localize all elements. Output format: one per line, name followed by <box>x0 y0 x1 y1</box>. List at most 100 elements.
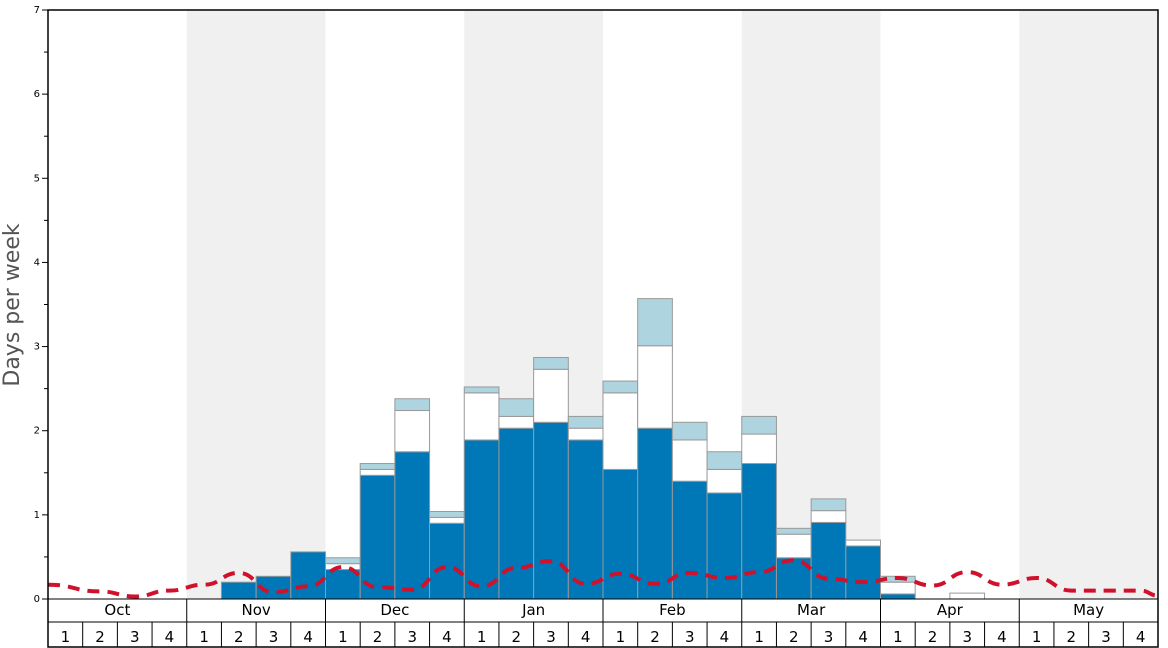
bar-base <box>394 451 431 600</box>
week-label: 4 <box>442 628 452 646</box>
bar-middle <box>463 392 500 441</box>
x-axis: Oct Nov Dec Jan Feb Mar Apr May 1 2 3 4 1 2 3 4 1 2 3 4 1 2 3 4… <box>61 599 1146 647</box>
week-label: 4 <box>165 628 175 646</box>
y-tick-label: 0 <box>34 594 40 605</box>
bar-middle <box>671 439 708 482</box>
month-shade-may <box>1019 10 1158 599</box>
bar-base <box>567 439 604 600</box>
bar-middle <box>325 563 361 571</box>
bar-middle <box>359 468 396 476</box>
bar-top <box>706 451 743 470</box>
bar-middle <box>880 581 916 595</box>
bar-base <box>671 480 708 600</box>
week-label: 1 <box>338 628 348 646</box>
month-shading <box>186 10 1158 599</box>
bars <box>220 298 986 600</box>
bar-base <box>741 463 777 600</box>
bar-base <box>706 492 743 600</box>
week-label: 3 <box>546 628 556 646</box>
month-label-apr: Apr <box>937 601 964 619</box>
y-tick-label: 7 <box>34 5 40 16</box>
week-label: 2 <box>95 628 105 646</box>
week-label: 2 <box>928 628 938 646</box>
y-axis-title: Days per week <box>0 223 25 386</box>
bar-base <box>880 593 916 600</box>
bar-base <box>290 551 326 600</box>
bar-top <box>533 357 569 370</box>
bar-middle <box>775 533 812 559</box>
bar-middle <box>810 510 847 523</box>
y-tick-label: 2 <box>34 426 40 437</box>
week-label: 4 <box>720 628 730 646</box>
bar-middle <box>498 415 535 429</box>
bar-middle <box>637 345 673 429</box>
week-label: 2 <box>512 628 522 646</box>
week-label: 3 <box>130 628 140 646</box>
bar-top <box>810 498 847 512</box>
bar-middle <box>949 592 986 600</box>
week-label: 1 <box>477 628 487 646</box>
bar-top <box>498 398 535 417</box>
y-tick-label: 5 <box>34 173 40 184</box>
week-label: 1 <box>754 628 764 646</box>
week-label: 3 <box>269 628 279 646</box>
bar-top <box>741 415 777 435</box>
bar-base <box>463 439 500 600</box>
month-label-may: May <box>1073 601 1104 619</box>
bar-base <box>533 421 569 600</box>
bar-top <box>775 527 812 535</box>
bar-base <box>637 427 673 600</box>
week-label: 4 <box>858 628 868 646</box>
bar-top <box>394 398 431 412</box>
y-tick-label: 4 <box>34 257 40 268</box>
bar-top <box>602 380 639 394</box>
bar-top <box>637 298 673 347</box>
average-line <box>47 558 1159 599</box>
bar-base <box>429 522 465 600</box>
bar-top <box>671 421 708 441</box>
week-label: 3 <box>685 628 695 646</box>
bar-middle <box>533 368 569 423</box>
bar-base <box>810 521 847 600</box>
bar-top <box>463 386 500 394</box>
bar-middle <box>845 539 881 547</box>
bar-middle <box>706 468 743 494</box>
week-label: 2 <box>650 628 660 646</box>
bar-top <box>429 510 465 518</box>
bar-top <box>359 463 396 470</box>
month-shade-nov <box>186 10 326 599</box>
week-label: 1 <box>1032 628 1042 646</box>
bar-middle <box>602 392 639 470</box>
week-label: 3 <box>962 628 972 646</box>
week-label: 1 <box>61 628 71 646</box>
week-label: 2 <box>789 628 799 646</box>
week-label: 4 <box>581 628 591 646</box>
month-label-feb: Feb <box>659 601 686 619</box>
week-label: 3 <box>1101 628 1111 646</box>
week-label: 2 <box>1067 628 1077 646</box>
week-label: 3 <box>407 628 417 646</box>
week-label: 2 <box>234 628 244 646</box>
bar-base <box>602 468 639 600</box>
week-label: 2 <box>373 628 383 646</box>
bar-top <box>567 415 604 429</box>
bar-base <box>845 545 881 600</box>
week-label: 4 <box>1136 628 1146 646</box>
week-label: 1 <box>616 628 626 646</box>
average-line-path <box>47 558 1159 599</box>
week-label: 3 <box>824 628 834 646</box>
month-label-nov: Nov <box>241 601 270 619</box>
month-label-dec: Dec <box>380 601 409 619</box>
bar-top <box>325 557 361 565</box>
y-tick-label: 1 <box>34 510 40 521</box>
y-axis: 0 1 2 3 4 5 6 7 <box>34 5 48 605</box>
month-label-mar: Mar <box>797 601 826 619</box>
month-label-jan: Jan <box>521 601 545 619</box>
month-label-oct: Oct <box>104 601 130 619</box>
week-label: 4 <box>303 628 313 646</box>
week-label: 1 <box>893 628 903 646</box>
y-tick-label: 3 <box>34 342 40 353</box>
bar-middle <box>429 516 465 524</box>
bar-middle <box>741 433 777 465</box>
